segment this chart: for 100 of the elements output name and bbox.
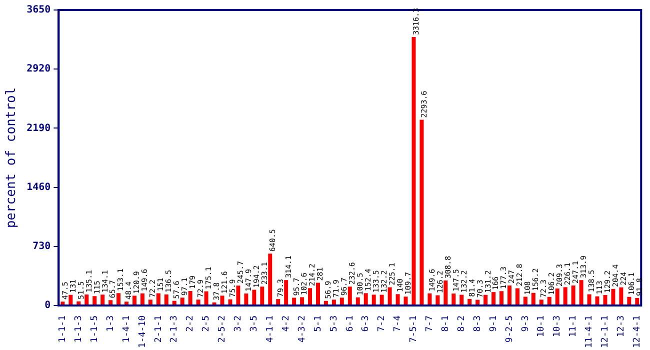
x-tick-label: 2-1-3 [170,315,180,343]
y-axis-title: percent of control [4,87,20,228]
bar [452,294,456,305]
x-tick-label: 4-3-2 [297,315,308,343]
x-tick-label: 3-2 [234,315,244,332]
bar [507,285,512,305]
y-tick-label: 2920 [26,64,51,75]
bar [116,293,121,305]
bar [316,282,320,305]
x-tick-label: 9-2-5 [504,315,515,343]
y-tick-label: 730 [32,240,51,252]
bar [148,300,152,305]
bar [523,296,528,305]
bar [252,290,256,305]
x-tick-label: 7-5-1 [409,315,420,343]
x-tick-label: 10-1 [536,315,547,338]
bar [420,120,424,305]
bar [579,280,584,305]
x-tick-label: 9-3 [520,315,531,332]
bar [627,296,632,305]
bar [444,280,448,305]
bar [388,287,392,305]
x-tick-label: 12-3 [616,315,627,338]
bar [60,302,65,305]
bar [236,286,240,305]
x-tick-label: 1-4-1 [122,315,132,343]
bar [164,294,168,305]
x-tick-label: 6-1 [345,315,356,332]
y-tick-label: 2190 [26,122,51,134]
bar [515,288,520,305]
bar [555,288,560,305]
bar [372,294,376,305]
bar [436,295,440,305]
bar [539,300,544,305]
bar [500,291,504,305]
x-tick-label: 6-3 [361,315,372,332]
bar [356,297,360,305]
bar [611,288,616,305]
bar [412,37,416,305]
bar [635,298,640,305]
bar [140,293,144,305]
x-tick-label: 2-2 [186,315,196,332]
bar [92,296,97,305]
bar [340,298,344,305]
y-tick-label: 0 [44,300,51,312]
bar [284,280,288,305]
x-tick-label: 7-7 [425,315,436,332]
x-tick-label: 12-4-1 [632,315,642,348]
bar [100,294,105,305]
x-tick-label: 1-1-1 [58,315,68,343]
x-tick-label: 12-1-1 [600,315,611,348]
bar [180,298,184,305]
y-tick-label: 3650 [26,4,51,16]
bar [380,294,384,305]
x-tick-label: 9-1 [488,315,499,332]
y-tick-label: 1460 [26,182,51,193]
x-tick-label: 8-3 [472,315,483,332]
bar [68,294,73,305]
bar [276,299,280,305]
bar [268,254,272,305]
bar [308,288,312,305]
x-tick-label: 1-1-3 [74,315,84,343]
bar [468,298,472,305]
x-tick-label: 8-2 [456,315,467,332]
x-tick-label: 1-4-10 [138,315,148,348]
bar [396,294,400,305]
x-tick-label: 3-5 [250,315,260,332]
bar [619,287,624,305]
x-tick-label: 4-2 [281,315,292,332]
x-tick-label: 2-5-2 [218,315,228,343]
x-tick-label: 1-3 [106,315,116,332]
x-tick-label: 5-3 [329,315,340,332]
x-tick-label: 4-1-1 [265,315,276,343]
bar [531,292,536,305]
bar [571,285,576,305]
bar [84,294,89,305]
bar [108,300,113,305]
x-tick-label: 7-4 [393,315,404,332]
bar [244,294,248,305]
bar [364,293,368,305]
bar [428,293,432,305]
bar [348,286,352,305]
bar [484,294,488,305]
x-tick-label: 7-2 [377,315,388,332]
bar [332,300,336,305]
bar [603,295,608,305]
bar [292,298,296,305]
bar [204,291,208,305]
x-tick-label: 1-1-5 [90,315,100,343]
bar [132,296,136,305]
bar [188,291,192,305]
x-tick-label: 5-1 [313,315,324,332]
bar [404,296,408,305]
bar [260,286,264,305]
bar [547,296,552,305]
bar [156,293,160,305]
bar [563,287,568,305]
bar [587,294,592,305]
x-tick-label: 2-5 [202,315,212,332]
x-tick-label: 2-1-1 [154,315,164,343]
